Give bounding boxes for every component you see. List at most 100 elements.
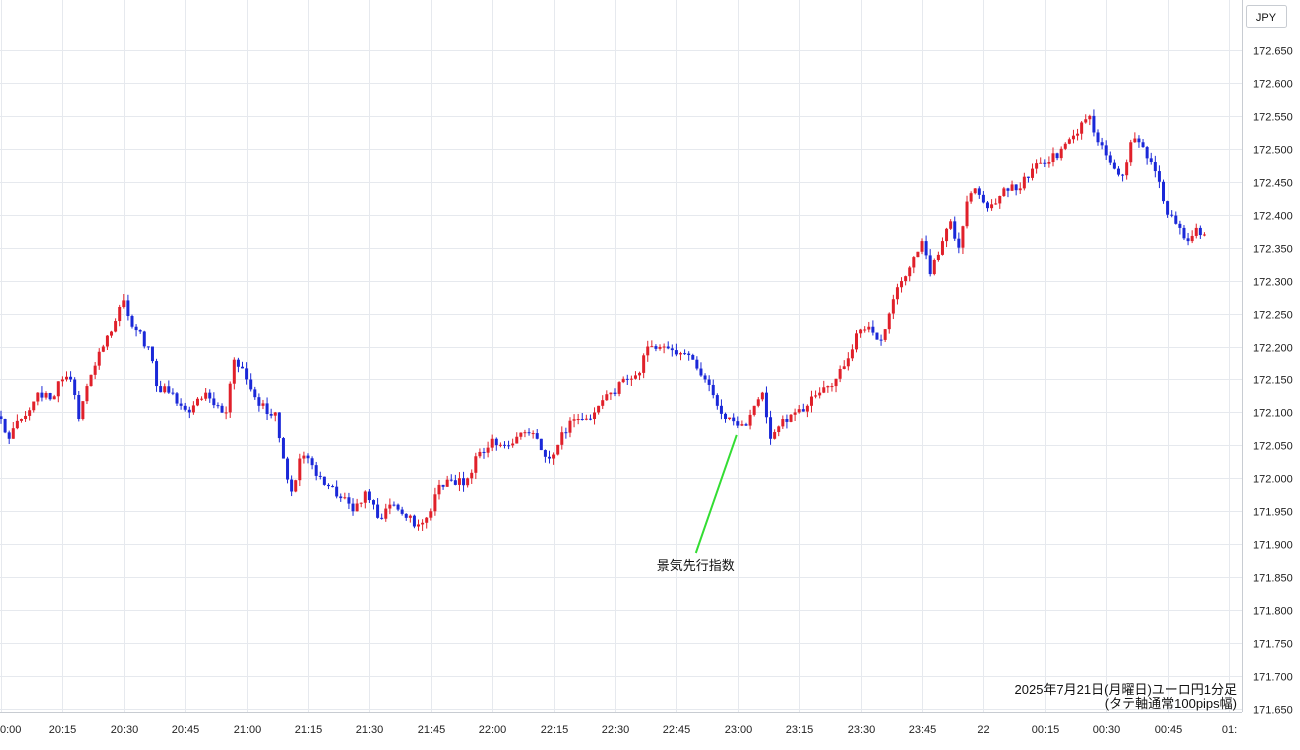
candle-body [1067,139,1071,144]
candle-body [429,511,433,518]
candle-body [64,376,68,380]
candle-body [60,379,64,382]
time-tick-label: 23:00 [725,724,753,736]
candle-body [1039,162,1043,164]
candle-body [879,339,883,341]
candle-body [1010,184,1014,191]
candle-body [322,476,326,485]
price-tick-label: 171.700 [1253,672,1293,684]
candle-body [335,486,339,497]
candle-body [502,444,506,446]
candle-body [826,386,830,388]
candle-body [445,479,449,487]
candle-body [965,201,969,227]
currency-badge-box [1246,5,1287,28]
candle-body [662,346,666,348]
candle-body [28,410,32,416]
candle-body [883,329,887,340]
candle-body [134,326,138,331]
annotation-label: 景気先行指数 [657,558,735,573]
candle-body [945,228,949,242]
candle-body [142,331,146,347]
candle-body [646,346,650,356]
candle-body [187,409,191,413]
price-tick-label: 171.950 [1253,507,1293,519]
candle-body [433,494,437,512]
candle-body [1084,119,1088,123]
candle-body [236,359,240,367]
candle-body [421,522,425,525]
candle-body [310,458,314,466]
candle-body [302,455,306,459]
candle-body [740,424,744,426]
candle-body [621,378,625,383]
candle-body [363,491,367,503]
candle-body [490,438,494,448]
candle-body [331,486,335,488]
candle-body [990,204,994,209]
candle-body [257,397,261,406]
candle-body [498,444,502,446]
candle-body [814,395,818,397]
candle-body [208,392,212,399]
price-tick-label: 172.000 [1253,474,1293,486]
candle-body [511,443,515,446]
candle-body [286,458,290,480]
time-tick-label: 22:30 [602,724,630,736]
price-tick-label: 171.800 [1253,606,1293,618]
candle-body [367,491,371,501]
candle-body [981,194,985,203]
candle-body [355,503,359,512]
caption-line-2: (タテ軸通常100pips幅) [1105,696,1237,711]
candle-body [167,386,171,393]
candle-body [715,395,719,406]
time-tick-label: 23:15 [786,724,814,736]
candle-body [417,524,421,527]
candle-body [785,419,789,422]
candle-body [777,426,781,433]
annotation-pointer-line [694,434,738,554]
candle-body [486,447,490,453]
time-tick-label: 21:45 [418,724,446,736]
candle-body [760,392,764,400]
candle-body [850,349,854,359]
price-tick-label: 172.250 [1253,310,1293,322]
candle-body [1026,176,1030,178]
candle-body [462,478,466,486]
candle-body [584,418,588,420]
time-tick-label: 23:45 [909,724,937,736]
candle-body [0,416,3,420]
candle-body [1162,181,1166,202]
price-tick-label: 172.350 [1253,244,1293,256]
candle-body [1125,162,1129,176]
candle-body [351,503,355,512]
time-tick-label: 21:30 [356,724,384,736]
candle-body [228,383,232,413]
candle-body [224,412,228,414]
candle-body [1051,153,1055,163]
candle-body [1088,115,1092,120]
price-tick-label: 172.550 [1253,112,1293,124]
candle-body [924,241,928,256]
candle-body [1031,168,1035,178]
candle-body [306,455,310,459]
candle-body [318,475,322,477]
candle-body [396,504,400,510]
candle-body [1055,153,1059,159]
candle-body [97,351,101,366]
candle-body [19,419,23,421]
candle-body [809,396,813,406]
candle-body [138,330,142,332]
candle-body [93,365,97,375]
candle-body [32,401,36,411]
candle-body [437,484,441,495]
candle-body [940,241,944,255]
candle-body [875,332,879,340]
candle-body [114,321,118,332]
candle-body [752,405,756,415]
candle-body [412,515,416,527]
time-tick-label: 00:15 [1032,724,1060,736]
candle-body [220,405,224,413]
candle-body [507,445,511,447]
